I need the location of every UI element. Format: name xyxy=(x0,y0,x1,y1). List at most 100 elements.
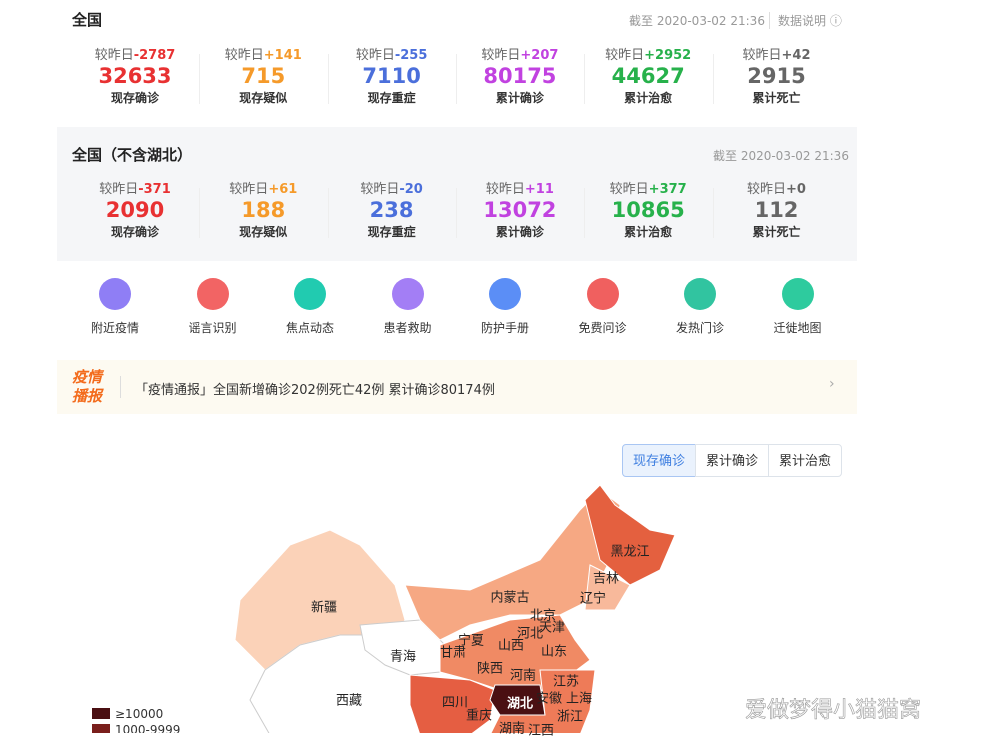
stat: 较昨日-2787 32633 现存确诊 xyxy=(71,44,199,106)
delta-value: +0 xyxy=(786,182,806,197)
nav-item[interactable]: 迁徙地图 xyxy=(753,278,843,336)
stat: 较昨日-20 238 现存重症 xyxy=(328,178,456,240)
delta-value: +2952 xyxy=(644,48,692,63)
nav-item[interactable]: 焦点动态 xyxy=(265,278,355,336)
separator xyxy=(120,376,121,398)
nav-label: 防护手册 xyxy=(480,321,529,335)
stat-label: 现存疑似 xyxy=(239,91,288,105)
news-bar[interactable]: 疫情 播报 「疫情通报」全国新增确诊202例死亡42例 累计确诊80174例 › xyxy=(57,360,857,414)
badge-line: 播报 xyxy=(72,387,103,405)
nav-item[interactable]: 免费问诊 xyxy=(558,278,648,336)
stat-delta: 较昨日+2952 xyxy=(584,44,712,63)
delta-prefix: 较昨日 xyxy=(229,182,269,197)
region-label: 北京 xyxy=(529,608,557,624)
legend-label: ≥10000 xyxy=(115,707,163,721)
nav-item[interactable]: 患者救助 xyxy=(363,278,453,336)
stat: 较昨日+141 715 现存疑似 xyxy=(199,44,327,106)
stat-value: 13072 xyxy=(483,198,557,222)
stat: 较昨日-255 7110 现存重症 xyxy=(328,44,456,106)
nav-icon xyxy=(586,278,619,310)
delta-value: +141 xyxy=(263,48,302,63)
region-label: 黑龙江 xyxy=(610,544,650,560)
updated: 截至 2020-03-02 21:36 xyxy=(629,14,765,28)
region-label: 甘肃 xyxy=(439,645,467,661)
delta-prefix: 较昨日 xyxy=(481,48,521,63)
stat: 较昨日-371 2090 现存确诊 xyxy=(71,178,199,240)
help-text: 数据说明 xyxy=(778,14,827,28)
delta-value: +11 xyxy=(524,182,554,197)
region-label: 山东 xyxy=(540,644,568,660)
tab[interactable]: 现存确诊 xyxy=(622,444,696,477)
delta-value: +377 xyxy=(648,182,687,197)
region-label: 上海 xyxy=(565,691,593,707)
region-label: 河北 xyxy=(516,626,544,642)
stat-label: 现存重症 xyxy=(367,91,416,105)
delta-prefix: 较昨日 xyxy=(742,48,782,63)
watermark: 爱做梦得小猫猫窝 xyxy=(745,698,921,723)
nav-label: 免费问诊 xyxy=(578,321,627,335)
region-label: 内蒙古 xyxy=(490,590,530,606)
region-label: 湖北 xyxy=(506,696,534,712)
divider xyxy=(327,188,329,238)
stat-label: 累计死亡 xyxy=(752,91,801,105)
region-label: 浙江 xyxy=(556,709,584,725)
delta-value: -371 xyxy=(138,182,171,197)
nav-item[interactable]: 附近疫情 xyxy=(70,278,160,336)
region-label: 新疆 xyxy=(310,600,338,616)
stat-delta: 较昨日-255 xyxy=(328,44,456,63)
nav-icon xyxy=(294,278,326,310)
divider xyxy=(199,188,201,238)
delta-value: -20 xyxy=(399,182,423,197)
region-label: 青海 xyxy=(389,649,417,665)
stat: 较昨日+377 10865 累计治愈 xyxy=(584,178,712,240)
nav-item[interactable]: 谣言识别 xyxy=(168,278,258,336)
stat-delta: 较昨日+377 xyxy=(584,178,712,197)
nav-label: 焦点动态 xyxy=(285,321,334,335)
nav-icon xyxy=(99,278,131,310)
divider xyxy=(327,54,329,104)
nav-icon xyxy=(684,278,716,310)
stat: 较昨日+11 13072 累计确诊 xyxy=(456,178,584,240)
nav-label: 谣言识别 xyxy=(188,321,237,335)
divider xyxy=(199,54,201,104)
stat-delta: 较昨日-20 xyxy=(328,178,456,197)
stat-delta: 较昨日+42 xyxy=(713,44,841,63)
excl-panel: 全国（不含湖北） 截至 2020-03-02 21:36 较昨日-371 2090… xyxy=(57,127,857,261)
region-label: 天津 xyxy=(538,620,566,636)
nav-item[interactable]: 发热门诊 xyxy=(655,278,745,336)
nav-icon xyxy=(489,278,521,310)
delta-prefix: 较昨日 xyxy=(94,48,134,63)
nav-icon xyxy=(391,278,424,310)
stat-delta: 较昨日-2787 xyxy=(71,44,199,63)
divider xyxy=(455,54,457,104)
divider xyxy=(584,54,586,104)
stat-value: 44627 xyxy=(611,64,685,88)
news-badge: 疫情 播报 xyxy=(72,368,102,406)
stat-delta: 较昨日+11 xyxy=(456,178,584,197)
region-label: 江苏 xyxy=(552,674,580,690)
region-label: 河南 xyxy=(509,668,537,684)
stat-value: 10865 xyxy=(611,198,685,222)
legend-swatch xyxy=(92,724,110,733)
title: 全国（不含湖北） xyxy=(72,146,193,164)
tab[interactable]: 累计治愈 xyxy=(768,444,842,477)
region-shape xyxy=(490,669,596,733)
region-label: 陕西 xyxy=(476,661,504,677)
region-label: 安徽 xyxy=(535,691,563,707)
divider xyxy=(455,188,457,238)
stat-value: 2090 xyxy=(105,198,165,222)
stat-delta: 较昨日+61 xyxy=(199,178,327,197)
nav-label: 患者救助 xyxy=(383,321,432,335)
help-link[interactable]: 数据说明 ⓘ xyxy=(769,12,842,29)
stat: 较昨日+2952 44627 累计治愈 xyxy=(584,44,712,106)
nav-item[interactable]: 防护手册 xyxy=(460,278,550,336)
region-label: 吉林 xyxy=(592,571,620,587)
nav-label: 迁徙地图 xyxy=(773,321,822,335)
region-label: 湖南 xyxy=(498,721,526,737)
overall-panel: 全国 截至 2020-03-02 21:36 数据说明 ⓘ 较昨日-2787 32… xyxy=(57,0,857,122)
legend-swatch xyxy=(92,708,110,719)
stat: 较昨日+207 80175 累计确诊 xyxy=(456,44,584,106)
stat-label: 现存确诊 xyxy=(110,91,159,105)
